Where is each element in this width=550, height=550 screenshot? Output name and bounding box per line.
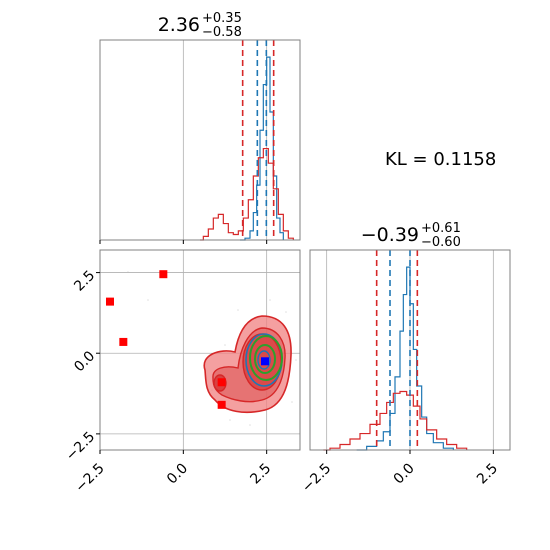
bottom-right-quantile-lines xyxy=(375,250,419,450)
histogram-series xyxy=(356,266,454,451)
y-tick-label: −2.5 xyxy=(63,429,98,464)
top-left-title-minus: −0.58 xyxy=(202,25,242,40)
scatter-marker xyxy=(106,297,114,306)
density-contours xyxy=(127,271,297,426)
green-contour-inner xyxy=(254,344,276,374)
kl-annotation: KL = 0.1158 xyxy=(385,149,496,170)
histogram-series xyxy=(240,56,284,241)
green-contour-outer xyxy=(249,335,283,381)
scatter-marker xyxy=(217,378,226,387)
top-left-series xyxy=(200,56,294,241)
x-tick-label: −2.5 xyxy=(299,460,334,495)
top-left-frame xyxy=(99,39,301,241)
scatter-marker xyxy=(217,400,226,409)
x-tick-label: −2.5 xyxy=(72,460,107,495)
x-tick-label: 0.0 xyxy=(391,460,418,487)
x-tick-label: 2.5 xyxy=(474,460,501,487)
bottom-right-title-minus: −0.60 xyxy=(421,235,461,250)
top-left-histogram-panel xyxy=(99,39,301,244)
blue-contour-inner xyxy=(257,350,271,370)
bottom-right-ticks: −2.5 0.0 2.5 xyxy=(299,450,501,496)
histogram-series xyxy=(200,147,294,241)
top-left-title-plus: +0.35 xyxy=(202,11,242,26)
top-left-title-main: 2.36 xyxy=(158,14,200,36)
bottom-right-histogram-panel: −2.5 0.0 2.5 xyxy=(299,249,511,496)
x-tick-label: 2.5 xyxy=(247,460,274,487)
bottom-left-frame xyxy=(99,249,301,451)
bottom-right-series xyxy=(323,266,468,451)
bottom-left-markers xyxy=(106,270,269,409)
bottom-left-scatter-panel: −2.5 0.0 2.5 −2.5 0.0 2.5 xyxy=(63,249,301,496)
bottom-right-title-plus: +0.61 xyxy=(421,221,461,236)
scatter-marker xyxy=(159,270,168,279)
top-left-quantile-lines xyxy=(241,40,275,240)
y-tick-label: 0.0 xyxy=(71,348,98,375)
top-left-grid xyxy=(99,40,268,240)
x-tick-label: 0.0 xyxy=(164,460,191,487)
scatter-marker xyxy=(261,357,269,366)
histogram-series xyxy=(323,390,468,451)
scatter-marker xyxy=(119,337,128,346)
top-left-ticks xyxy=(99,240,268,244)
bottom-right-title-main: −0.39 xyxy=(361,224,419,246)
y-tick-label: 2.5 xyxy=(71,268,98,295)
